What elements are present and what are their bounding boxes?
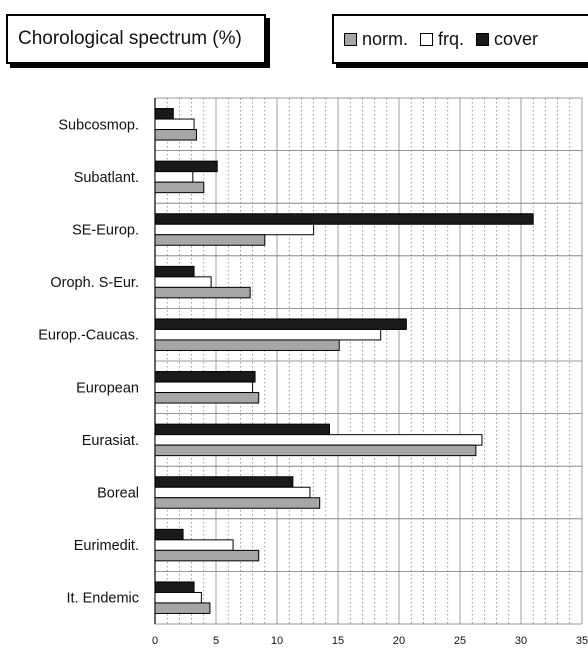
bar-frq-9 <box>154 591 202 604</box>
bar-cover-5 <box>154 371 256 383</box>
bar-frq-4 <box>154 328 382 341</box>
bar-cover-7 <box>154 476 294 488</box>
category-label: It. Endemic <box>66 591 139 607</box>
bar-norm-7 <box>154 497 321 509</box>
bar-cover-6 <box>154 423 330 436</box>
bar-frq-3 <box>154 276 212 288</box>
x-tick-label: 5 <box>213 635 219 647</box>
bar-norm-8 <box>154 549 260 562</box>
category-label: European <box>76 380 139 396</box>
x-tick-label: 15 <box>332 635 344 647</box>
legend-label-frq: frq. <box>438 28 465 49</box>
legend-label-cover: cover <box>494 28 539 49</box>
category-label: Boreal <box>97 486 139 502</box>
x-tick-label: 25 <box>454 635 466 647</box>
bar-cover-3 <box>154 265 195 278</box>
bar-frq-5 <box>154 381 254 394</box>
chart-legend: norm. frq. cover <box>332 14 588 64</box>
bar-cover-9 <box>154 581 195 593</box>
category-label: Europ.-Caucas. <box>38 328 139 344</box>
category-label: Oroph. S-Eur. <box>50 275 139 291</box>
bar-norm-1 <box>154 181 205 194</box>
bar-norm-6 <box>154 444 477 457</box>
x-tick-label: 35 <box>576 635 588 647</box>
category-label: Eurasiat. <box>82 433 139 449</box>
bar-cover-2 <box>154 213 534 225</box>
bar-cover-0 <box>154 108 174 120</box>
legend-swatch-frq <box>420 32 434 46</box>
bar-norm-3 <box>154 286 251 299</box>
bar-cover-4 <box>154 318 407 330</box>
bar-norm-9 <box>154 602 211 614</box>
chart-title: Chorological spectrum (%) <box>18 28 242 49</box>
x-tick-label: 30 <box>515 635 527 647</box>
legend-item-cover: cover <box>476 29 538 50</box>
x-tick-label: 20 <box>393 635 405 647</box>
legend-swatch-cover <box>476 32 490 46</box>
bar-frq-7 <box>154 486 311 499</box>
bar-frq-2 <box>154 223 315 236</box>
bar-frq-8 <box>154 539 234 551</box>
bar-cover-8 <box>154 528 184 541</box>
legend-item-norm: norm. <box>344 29 408 50</box>
chart-title-box: Chorological spectrum (%) <box>6 14 266 64</box>
bar-norm-0 <box>154 129 197 141</box>
x-tick-label: 0 <box>152 635 158 647</box>
legend-item-frq: frq. <box>420 29 464 50</box>
category-label: SE-Europ. <box>72 223 139 239</box>
x-tick-label: 10 <box>271 635 283 647</box>
category-label: Eurimedit. <box>74 538 139 554</box>
legend-swatch-norm <box>344 32 357 46</box>
bar-frq-1 <box>154 171 194 183</box>
legend-label-norm: norm. <box>362 28 409 49</box>
category-label: Subatlant. <box>74 170 139 186</box>
bar-norm-4 <box>154 339 340 351</box>
bar-cover-1 <box>154 160 218 173</box>
bar-frq-6 <box>154 434 483 446</box>
bar-frq-0 <box>154 118 195 131</box>
bar-norm-2 <box>154 234 266 246</box>
bar-norm-5 <box>154 392 260 404</box>
category-label: Subcosmop. <box>58 117 139 133</box>
